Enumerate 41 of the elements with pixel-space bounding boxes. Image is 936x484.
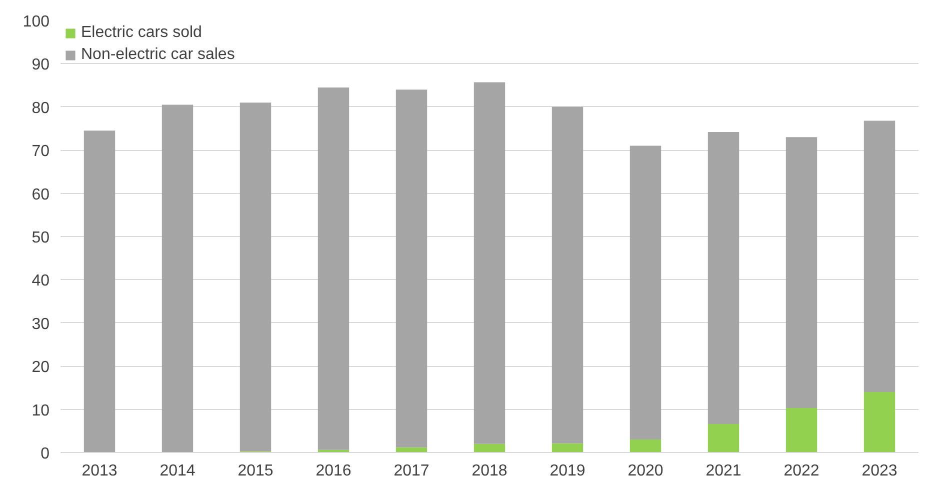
bar (786, 137, 818, 408)
legend-label: Electric cars sold (81, 24, 202, 42)
x-tick-label: 2018 (472, 462, 508, 480)
bar (708, 132, 740, 424)
x-tick-label: 2021 (706, 462, 742, 480)
bar (786, 408, 818, 452)
bar (630, 146, 662, 440)
y-tick-label: 50 (32, 230, 50, 246)
x-tick-label: 2016 (316, 462, 352, 480)
x-tick-label: 2023 (862, 462, 898, 480)
x-tick-label: 2015 (238, 462, 274, 480)
x-tick-label: 2014 (160, 462, 196, 480)
x-tick-label: 2019 (550, 462, 586, 480)
y-tick-label: 10 (32, 402, 50, 420)
bar (240, 102, 272, 452)
bar (474, 82, 506, 444)
bar (552, 443, 584, 452)
bar (864, 120, 896, 392)
bar (864, 392, 896, 452)
y-tick-label: 60 (32, 186, 50, 204)
legend-label: Non-electric car sales (81, 46, 235, 64)
bar (552, 106, 584, 444)
y-tick-label: 90 (32, 56, 50, 74)
bar (84, 130, 116, 452)
bar (474, 444, 506, 452)
bar (162, 104, 194, 452)
y-tick-label: 80 (32, 100, 50, 117)
y-tick-label: 30 (32, 316, 50, 333)
x-tick-label: 2017 (394, 462, 430, 480)
y-tick-label: 0 (40, 446, 50, 462)
y-tick-label: 100 (22, 14, 50, 30)
x-tick-label: 2013 (82, 462, 118, 480)
bar (708, 424, 740, 452)
y-tick-label: 40 (32, 272, 50, 290)
x-tick-label: 2022 (784, 462, 820, 480)
y-tick-label: 20 (32, 359, 50, 376)
x-tick-label: 2020 (628, 462, 664, 480)
bar (318, 87, 350, 450)
bar (630, 440, 662, 452)
bar (396, 90, 428, 448)
y-tick-label: 70 (32, 143, 50, 160)
